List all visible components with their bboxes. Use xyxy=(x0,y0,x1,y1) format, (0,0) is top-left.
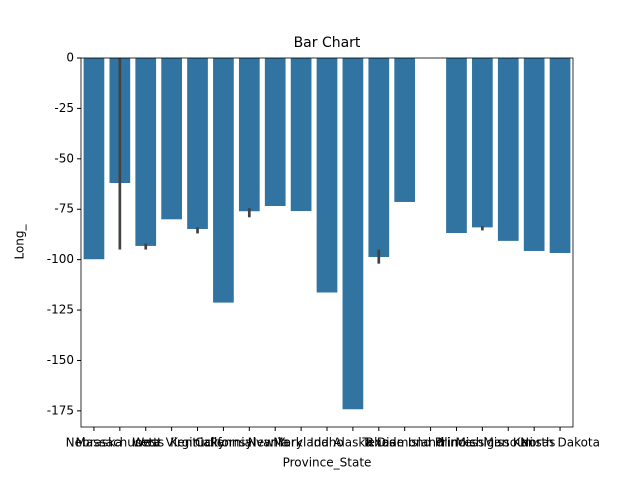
x-tick-label: Kentucky xyxy=(170,436,225,450)
y-tick-label: -25 xyxy=(54,101,74,115)
x-tick-label: Diamond Princess xyxy=(377,436,484,450)
x-tick-label: Iowa xyxy=(132,436,160,450)
x-tick-label: Texas xyxy=(361,436,395,450)
bar xyxy=(238,58,260,212)
bar xyxy=(316,58,338,293)
x-tick-label: New York xyxy=(248,436,303,450)
bar xyxy=(342,58,364,410)
bar xyxy=(135,58,157,246)
bar xyxy=(213,58,234,303)
x-tick-label: Alaska xyxy=(333,436,372,450)
y-axis-label: Long_ xyxy=(13,223,27,259)
x-axis-label: Province_State xyxy=(283,456,372,470)
y-tick-label: -150 xyxy=(47,353,74,367)
bar xyxy=(446,58,467,234)
x-tick-label: Massachusetts xyxy=(76,436,165,450)
bar xyxy=(394,58,416,202)
bar xyxy=(290,58,312,212)
bar xyxy=(264,58,286,207)
y-tick-label: -125 xyxy=(47,303,74,317)
bar xyxy=(472,58,493,228)
x-tick-label: Maryland xyxy=(273,436,329,450)
bar xyxy=(187,58,208,229)
x-tick-label: Nebraska xyxy=(66,436,123,450)
y-tick-label: 0 xyxy=(66,51,74,65)
x-tick-label: Missouri xyxy=(484,436,533,450)
x-tick-label: North Dakota xyxy=(520,436,600,450)
x-tick-label: Illinois xyxy=(437,436,475,450)
bar xyxy=(523,58,545,251)
bar xyxy=(161,58,182,220)
bar xyxy=(497,58,519,241)
bar xyxy=(368,58,390,258)
chart-title: Bar Chart xyxy=(294,35,361,51)
x-tick-label: West Virginia xyxy=(132,436,211,450)
y-tick-label: -75 xyxy=(54,202,74,216)
x-tick-label: Rhode Island xyxy=(366,436,444,450)
x-tick-label: Pennsylvania xyxy=(210,436,289,450)
y-tick-label: -175 xyxy=(47,403,74,417)
x-tick-label: California xyxy=(195,436,252,450)
plot-frame xyxy=(80,57,574,428)
bar xyxy=(549,58,571,253)
x-tick-label: Kansas xyxy=(513,436,555,450)
x-tick-label: Michigan xyxy=(455,436,509,450)
y-tick-label: -100 xyxy=(47,252,74,266)
y-tick-label: -50 xyxy=(54,151,74,165)
bar xyxy=(83,58,105,260)
x-tick-label: Idaho xyxy=(310,436,343,450)
